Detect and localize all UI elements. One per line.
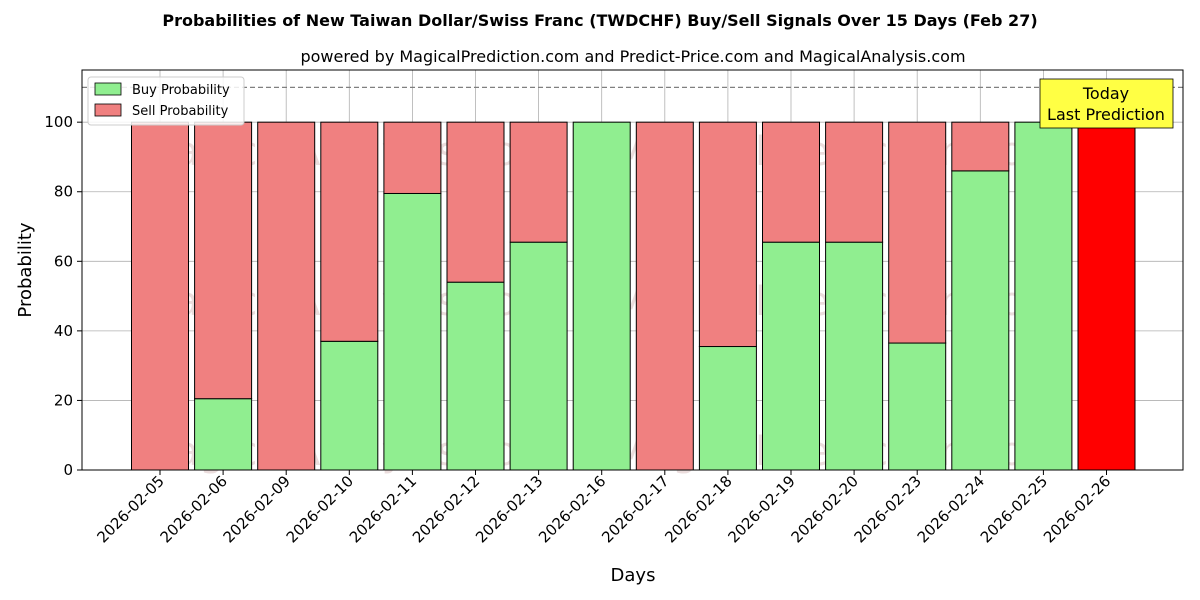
annotation-background	[1039, 78, 1174, 129]
y-tick-label: 60	[54, 252, 73, 270]
y-tick-label: 20	[54, 391, 73, 409]
bar-sell-2026-02-19	[762, 121, 820, 243]
legend-label-sell: Sell Probability	[132, 104, 229, 119]
x-axis-label: Days	[611, 565, 656, 586]
x-tick-label: 2026-02-20	[788, 472, 862, 546]
bar-buy-2026-02-11	[383, 192, 442, 471]
x-tick-label: 2026-02-16	[535, 472, 609, 546]
bar-sell-2026-02-11	[383, 121, 442, 194]
x-tick-label: 2026-02-19	[724, 472, 798, 546]
bar-buy-2026-02-18	[698, 346, 757, 471]
bar-sell-2026-02-23	[888, 121, 947, 344]
annotation-line-2: Last Prediction	[1047, 105, 1165, 124]
bar-sell-2026-02-09	[257, 121, 316, 471]
x-tick-label: 2026-02-12	[409, 472, 483, 546]
x-tick-label: 2026-02-17	[598, 472, 672, 546]
y-tick-label: 0	[63, 461, 73, 479]
x-tick-label: 2026-02-06	[157, 472, 231, 546]
bar-sell-2026-02-24	[951, 121, 1010, 172]
y-tick-label: 40	[54, 322, 73, 340]
legend-frame	[87, 76, 245, 126]
x-tick-label: 2026-02-23	[851, 472, 925, 546]
bar-buy-2026-02-12	[446, 281, 505, 471]
y-axis: 0 20 40 60 80 100	[44, 113, 82, 479]
y-tick-label: 80	[54, 183, 73, 201]
bar-sell-2026-02-05	[131, 121, 189, 471]
bar-buy-2026-02-13	[509, 241, 568, 471]
bar-buy-2026-02-25	[1014, 121, 1073, 471]
x-tick-label: 2026-02-11	[346, 472, 420, 546]
chart-title: Probabilities of New Taiwan Dollar/Swiss…	[162, 11, 1037, 30]
bars	[131, 121, 1136, 471]
bar-buy-2026-02-16	[572, 121, 631, 471]
bar-sell-2026-02-10	[320, 121, 379, 342]
y-tick-label: 100	[44, 113, 73, 131]
bar-sell-2026-02-26	[1077, 121, 1136, 471]
x-tick-label: 2026-02-10	[283, 472, 357, 546]
legend-swatch-sell	[94, 103, 122, 117]
bar-buy-2026-02-19	[762, 241, 820, 471]
legend-label-buy: Buy Probability	[132, 83, 230, 98]
bar-sell-2026-02-20	[825, 121, 884, 243]
legend: Buy Probability Sell Probability	[87, 76, 245, 126]
x-tick-label: 2026-02-13	[472, 472, 546, 546]
bar-buy-2026-02-20	[825, 241, 884, 471]
x-tick-label: 2026-02-26	[1040, 472, 1114, 546]
bar-buy-2026-02-24	[951, 170, 1010, 471]
annotation-box: Today Last Prediction	[1039, 78, 1174, 129]
x-tick-label: 2026-02-24	[914, 472, 988, 546]
bar-sell-2026-02-17	[635, 121, 694, 471]
bar-buy-2026-02-10	[320, 340, 379, 471]
bar-buy-2026-02-23	[888, 342, 947, 471]
x-axis: 2026-02-052026-02-062026-02-092026-02-10…	[93, 470, 1114, 546]
x-tick-label: 2026-02-05	[93, 472, 167, 546]
bar-sell-2026-02-12	[446, 121, 505, 283]
bar-sell-2026-02-13	[509, 121, 568, 243]
annotation-line-1: Today	[1082, 84, 1129, 103]
legend-swatch-buy	[94, 82, 122, 96]
plot-frame	[81, 69, 1184, 471]
x-tick-label: 2026-02-18	[661, 472, 735, 546]
bar-sell-2026-02-18	[698, 121, 757, 348]
x-tick-label: 2026-02-25	[977, 472, 1051, 546]
bar-sell-2026-02-06	[194, 121, 253, 400]
x-tick-label: 2026-02-09	[220, 472, 294, 546]
bar-buy-2026-02-06	[194, 398, 253, 471]
chart-subtitle: powered by MagicalPrediction.com and Pre…	[300, 47, 965, 66]
y-axis-label: Probability	[15, 222, 36, 317]
